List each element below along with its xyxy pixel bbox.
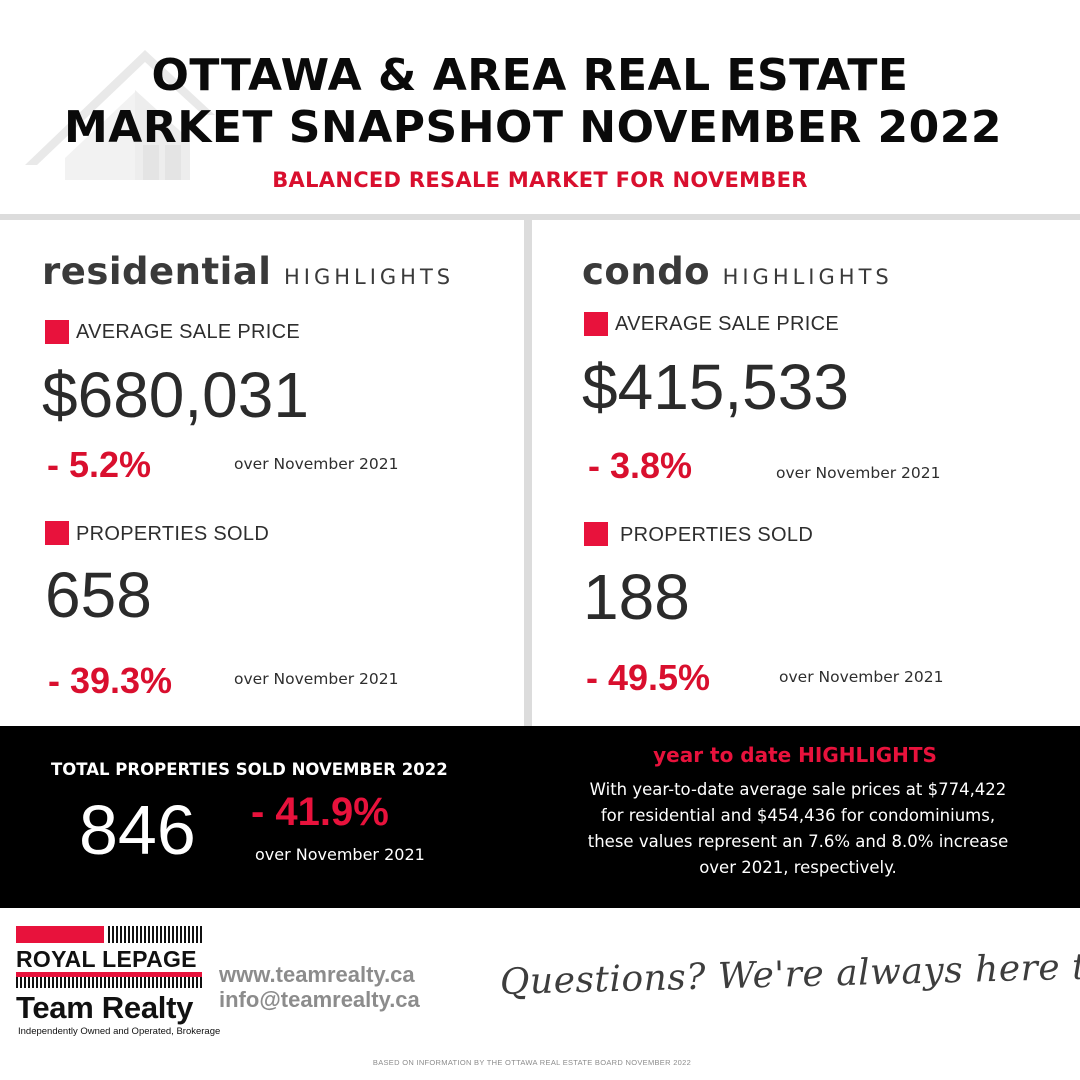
residential-heading-sub: HIGHLIGHTS bbox=[283, 265, 455, 289]
website-link[interactable]: www.teamrealty.ca bbox=[219, 962, 415, 987]
ytd-line: these values represent an 7.6% and 8.0% … bbox=[587, 832, 1009, 851]
column-divider bbox=[524, 220, 532, 726]
residential-sold-value: 658 bbox=[45, 559, 152, 631]
residential-heading-main: residential bbox=[42, 250, 272, 293]
total-sold-change: - 41.9% bbox=[251, 790, 389, 834]
email-link[interactable]: info@teamrealty.ca bbox=[219, 987, 420, 1012]
condo-avg-price-label: AVERAGE SALE PRICE bbox=[615, 313, 839, 335]
residential-sold-over: over November 2021 bbox=[234, 670, 399, 688]
ytd-title: year to date HIGHLIGHTS bbox=[653, 743, 937, 767]
ytd-line: With year-to-date average sale prices at… bbox=[589, 780, 1007, 799]
help-tagline: Questions? We're always here to help bbox=[499, 944, 1080, 1003]
logo-barcode bbox=[108, 926, 202, 943]
residential-sold-bullet bbox=[45, 521, 69, 545]
condo-heading-sub: HIGHLIGHTS bbox=[722, 265, 893, 289]
total-sold-title: TOTAL PROPERTIES SOLD NOVEMBER 2022 bbox=[51, 760, 448, 779]
condo-sold-bullet bbox=[584, 522, 608, 546]
logo-red-bar bbox=[16, 926, 104, 943]
residential-avg-price-bullet bbox=[45, 320, 69, 344]
condo-heading: condo HIGHLIGHTS bbox=[582, 250, 893, 293]
ytd-line: over 2021, respectively. bbox=[699, 858, 897, 877]
royal-lepage-logo: ROYAL LEPAGE Team Realty Independently O… bbox=[16, 926, 220, 1040]
page-title-line-2: MARKET SNAPSHOT NOVEMBER 2022 bbox=[64, 102, 1002, 153]
residential-avg-price-label: AVERAGE SALE PRICE bbox=[76, 321, 300, 343]
condo-sold-value: 188 bbox=[583, 561, 690, 633]
ytd-line: for residential and $454,436 for condomi… bbox=[600, 806, 996, 825]
residential-sold-change: - 39.3% bbox=[48, 660, 173, 701]
page-subtitle: BALANCED RESALE MARKET FOR NOVEMBER bbox=[272, 168, 808, 192]
logo-tagline: Independently Owned and Operated, Broker… bbox=[18, 1026, 221, 1037]
condo-sold-over: over November 2021 bbox=[779, 668, 944, 686]
residential-sold-label: PROPERTIES SOLD bbox=[76, 523, 270, 545]
summary-band bbox=[0, 726, 1080, 908]
condo-sold-label: PROPERTIES SOLD bbox=[620, 524, 814, 546]
residential-avg-price-over: over November 2021 bbox=[234, 455, 399, 473]
condo-avg-price-bullet bbox=[584, 312, 608, 336]
header-divider bbox=[0, 214, 1080, 220]
logo-team-name: Team Realty bbox=[16, 990, 194, 1025]
source-note: BASED ON INFORMATION BY THE OTTAWA REAL … bbox=[372, 1058, 692, 1067]
condo-heading-main: condo bbox=[582, 250, 711, 293]
total-sold-over: over November 2021 bbox=[255, 845, 425, 864]
condo-avg-price-over: over November 2021 bbox=[776, 464, 941, 482]
page-title-line-1: OTTAWA & AREA REAL ESTATE bbox=[151, 50, 909, 101]
ytd-paragraph: With year-to-date average sale prices at… bbox=[564, 777, 1032, 881]
house-icon bbox=[25, 50, 215, 180]
logo-brand-name: ROYAL LEPAGE bbox=[16, 946, 197, 972]
residential-avg-price-value: $680,031 bbox=[42, 359, 309, 431]
total-sold-value: 846 bbox=[79, 791, 196, 869]
condo-avg-price-change: - 3.8% bbox=[588, 445, 693, 486]
logo-red-bar-2 bbox=[16, 972, 202, 977]
residential-heading: residential HIGHLIGHTS bbox=[42, 250, 454, 293]
condo-avg-price-value: $415,533 bbox=[582, 351, 849, 423]
condo-sold-change: - 49.5% bbox=[586, 657, 711, 698]
residential-avg-price-change: - 5.2% bbox=[47, 444, 152, 485]
